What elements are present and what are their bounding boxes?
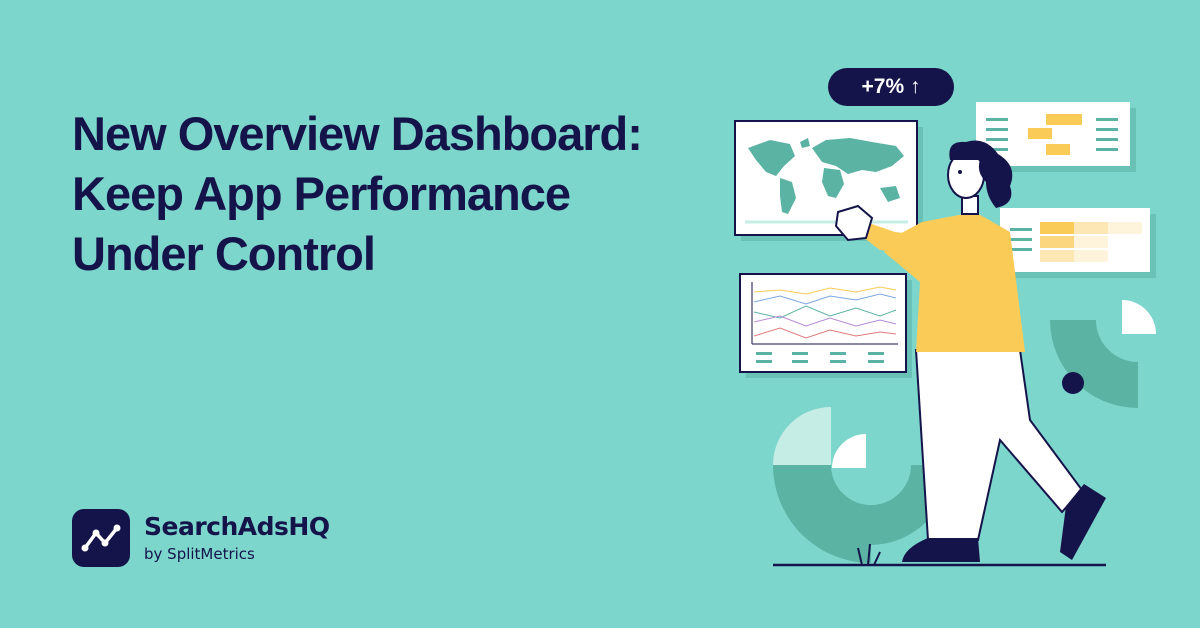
headline-line-2: Keep App Performance: [72, 167, 571, 220]
growth-badge: +7% ↑: [828, 68, 954, 106]
headline-line-1: New Overview Dashboard:: [72, 107, 643, 160]
brand-logo: SearchAdsHQ by SplitMetrics: [72, 508, 330, 568]
person-illustration: [834, 140, 1106, 566]
decorative-shapes: [773, 300, 1156, 563]
trend-logo-icon: [72, 509, 130, 567]
brand-tagline: by SplitMetrics: [144, 544, 255, 563]
heatmap-card: [1000, 208, 1156, 278]
brand-name: SearchAdsHQ: [144, 511, 330, 541]
world-map-icon: [748, 138, 904, 214]
headline: New Overview Dashboard: Keep App Perform…: [72, 104, 752, 284]
headline-line-3: Under Control: [72, 227, 376, 280]
world-map-card: [734, 120, 923, 241]
line-chart-card: [739, 273, 912, 378]
bar-list-card: [976, 102, 1136, 172]
line-chart-icon: [751, 282, 898, 345]
